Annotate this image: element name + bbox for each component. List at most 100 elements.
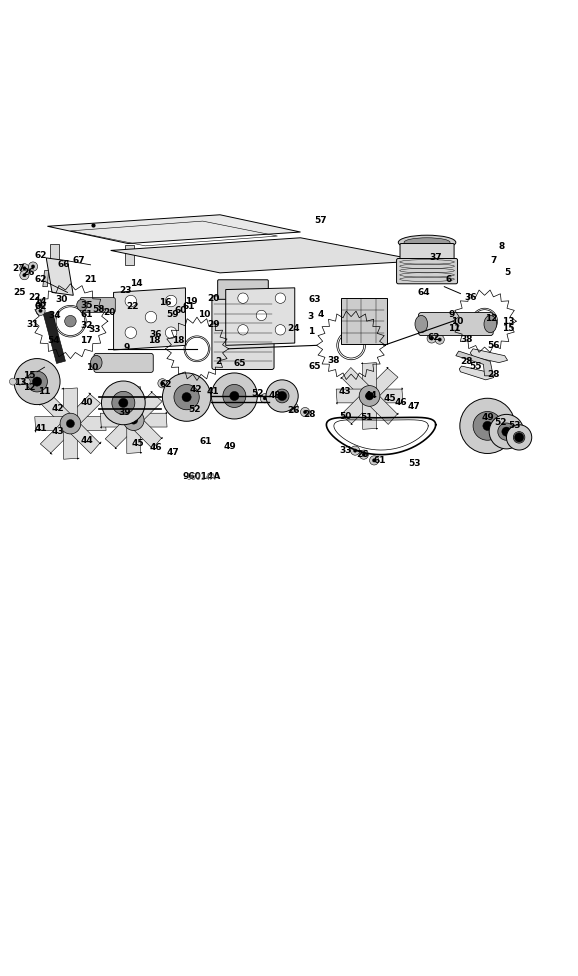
Circle shape bbox=[20, 270, 29, 280]
Circle shape bbox=[60, 413, 81, 434]
Text: 57: 57 bbox=[314, 216, 327, 225]
Text: 11: 11 bbox=[449, 324, 461, 333]
Circle shape bbox=[277, 391, 287, 400]
Polygon shape bbox=[361, 363, 376, 396]
Text: 26: 26 bbox=[357, 450, 369, 459]
Circle shape bbox=[427, 334, 436, 343]
Circle shape bbox=[31, 264, 35, 268]
Circle shape bbox=[123, 410, 144, 430]
Text: 28: 28 bbox=[303, 410, 316, 419]
Text: 22: 22 bbox=[28, 293, 41, 302]
FancyBboxPatch shape bbox=[212, 296, 274, 370]
Circle shape bbox=[492, 420, 502, 429]
Circle shape bbox=[460, 398, 515, 454]
Circle shape bbox=[39, 309, 42, 312]
Polygon shape bbox=[127, 420, 142, 454]
Circle shape bbox=[65, 315, 76, 327]
Text: 61: 61 bbox=[80, 309, 93, 319]
Text: 65: 65 bbox=[234, 358, 246, 368]
Circle shape bbox=[292, 406, 295, 409]
Text: 62: 62 bbox=[34, 275, 47, 284]
Circle shape bbox=[212, 373, 257, 419]
Text: 3: 3 bbox=[307, 312, 314, 321]
Text: 25: 25 bbox=[13, 288, 26, 297]
Text: 53: 53 bbox=[508, 422, 521, 430]
Ellipse shape bbox=[484, 315, 497, 333]
Text: 28: 28 bbox=[460, 357, 472, 366]
Text: 14: 14 bbox=[130, 279, 143, 288]
Circle shape bbox=[435, 335, 444, 345]
Polygon shape bbox=[65, 419, 101, 454]
Circle shape bbox=[28, 262, 38, 271]
Circle shape bbox=[32, 377, 42, 386]
Text: 14: 14 bbox=[34, 297, 47, 305]
Polygon shape bbox=[43, 270, 49, 287]
Ellipse shape bbox=[77, 300, 87, 310]
Text: 40: 40 bbox=[80, 398, 93, 407]
Text: 52: 52 bbox=[494, 418, 507, 427]
Polygon shape bbox=[71, 415, 106, 430]
Polygon shape bbox=[65, 393, 101, 428]
Text: 60: 60 bbox=[175, 306, 187, 315]
Text: 44: 44 bbox=[364, 391, 377, 400]
Polygon shape bbox=[369, 387, 403, 403]
Circle shape bbox=[353, 449, 357, 452]
Text: 36: 36 bbox=[149, 330, 162, 339]
Text: 31: 31 bbox=[27, 319, 39, 329]
Text: 54: 54 bbox=[47, 336, 60, 345]
Polygon shape bbox=[113, 288, 186, 350]
Circle shape bbox=[506, 425, 532, 450]
Polygon shape bbox=[134, 412, 167, 427]
Text: 16: 16 bbox=[159, 299, 172, 307]
FancyBboxPatch shape bbox=[400, 244, 454, 262]
Text: 62: 62 bbox=[34, 303, 47, 311]
Text: 20: 20 bbox=[207, 294, 219, 303]
Text: 56: 56 bbox=[487, 341, 499, 349]
Circle shape bbox=[514, 432, 524, 442]
FancyBboxPatch shape bbox=[80, 298, 115, 312]
Circle shape bbox=[303, 410, 307, 414]
Text: 17: 17 bbox=[80, 336, 93, 345]
Text: 8: 8 bbox=[499, 242, 505, 251]
Text: 12: 12 bbox=[23, 384, 35, 392]
Text: 47: 47 bbox=[166, 448, 179, 457]
Circle shape bbox=[125, 327, 136, 339]
Text: 47: 47 bbox=[408, 402, 421, 411]
Polygon shape bbox=[456, 351, 493, 376]
Circle shape bbox=[102, 381, 145, 425]
Circle shape bbox=[27, 371, 47, 392]
Circle shape bbox=[66, 420, 75, 427]
Text: 42: 42 bbox=[51, 404, 64, 413]
Ellipse shape bbox=[398, 235, 456, 250]
Circle shape bbox=[369, 456, 379, 465]
Text: 63: 63 bbox=[309, 295, 321, 304]
Text: 38: 38 bbox=[328, 356, 340, 365]
Polygon shape bbox=[129, 415, 162, 449]
Text: 12: 12 bbox=[485, 314, 498, 323]
Circle shape bbox=[275, 325, 286, 335]
Circle shape bbox=[112, 391, 135, 415]
Text: 62: 62 bbox=[428, 333, 440, 342]
Text: 51: 51 bbox=[361, 413, 373, 423]
Circle shape bbox=[486, 419, 489, 422]
Circle shape bbox=[165, 296, 177, 306]
Circle shape bbox=[362, 453, 365, 457]
Polygon shape bbox=[47, 215, 301, 244]
Circle shape bbox=[36, 301, 45, 309]
Circle shape bbox=[275, 389, 289, 403]
Circle shape bbox=[359, 450, 368, 460]
Text: 59: 59 bbox=[166, 309, 179, 319]
Polygon shape bbox=[470, 348, 507, 363]
Text: 43: 43 bbox=[51, 427, 64, 436]
Polygon shape bbox=[40, 419, 75, 454]
Text: 10: 10 bbox=[86, 363, 98, 372]
Text: 10: 10 bbox=[451, 316, 463, 326]
Text: 55: 55 bbox=[470, 361, 482, 371]
Polygon shape bbox=[105, 391, 139, 425]
Circle shape bbox=[174, 385, 199, 410]
Polygon shape bbox=[43, 311, 65, 363]
Text: 29: 29 bbox=[207, 319, 220, 329]
Text: 19: 19 bbox=[185, 297, 198, 305]
Polygon shape bbox=[336, 389, 369, 404]
Text: 4: 4 bbox=[317, 309, 324, 319]
